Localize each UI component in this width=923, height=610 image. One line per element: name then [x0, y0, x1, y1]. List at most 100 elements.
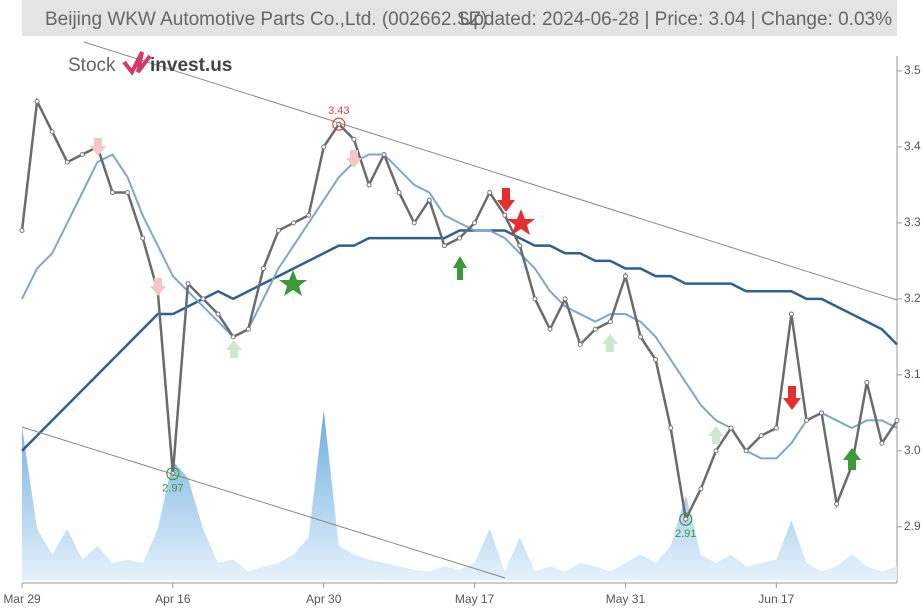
logo-mark [122, 51, 152, 76]
y-tick-label: 3.2 [904, 291, 921, 305]
trend-line [83, 41, 898, 301]
price-point [834, 501, 840, 507]
series-line [21, 229, 898, 452]
plot: 2.9 3.0 3.1 3.2 3.3 3.4 3.5 Mar 29 Apr 16 Apr 30 M… [3, 56, 921, 606]
price-point [441, 243, 447, 249]
price-point [215, 311, 221, 317]
buy-arrow-faded [226, 340, 242, 358]
high-label: 3.43 [328, 105, 349, 117]
price-point [140, 235, 146, 241]
price-point [366, 182, 372, 188]
x-tick-label: Jun 17 [758, 592, 794, 606]
buy-arrow-faded [602, 334, 618, 352]
y-tick-label: 3.3 [904, 215, 921, 229]
price-point [64, 159, 70, 165]
price-point [713, 448, 719, 454]
price-point [245, 326, 251, 332]
price-point [426, 197, 432, 203]
x-tick-label: Apr 30 [306, 592, 342, 606]
y-tick-label: 3.0 [904, 443, 921, 457]
price-point [487, 190, 493, 196]
price-point [607, 319, 613, 325]
price-point [788, 311, 794, 317]
price-point [879, 440, 885, 446]
point-labels: 3.43 2.97 2.91 [162, 105, 696, 540]
chart-title: Beijing WKW Automotive Parts Co.,Ltd. (0… [45, 9, 487, 30]
sell-arrow [497, 188, 515, 212]
x-tick-label: Mar 29 [3, 592, 41, 606]
price-point [803, 417, 809, 423]
price-point [592, 326, 598, 332]
x-tick-label: Apr 16 [155, 592, 191, 606]
extreme-marker [166, 467, 180, 481]
price-point [472, 220, 478, 226]
title-bar [22, 0, 897, 36]
price-point [79, 152, 85, 158]
price-point [819, 410, 825, 416]
buy-arrow-faded [708, 426, 724, 444]
price-point [683, 516, 689, 522]
price-point [49, 129, 55, 135]
buy-arrow [843, 448, 861, 470]
series-line [21, 153, 898, 460]
price-point [457, 235, 462, 241]
y-tick-label: 3.5 [904, 63, 921, 77]
price-point [200, 296, 206, 302]
price-point [185, 281, 191, 287]
extreme-marker [332, 117, 346, 131]
price-point [622, 273, 628, 279]
price-point [230, 334, 236, 340]
price-point [321, 144, 327, 150]
price-point [532, 296, 538, 302]
price-point [517, 243, 523, 249]
price-point [728, 425, 734, 431]
price-point [668, 425, 674, 431]
y-tick-label: 2.9 [904, 519, 921, 533]
y-tick-label: 3.1 [904, 367, 921, 381]
extreme-marker [679, 512, 693, 526]
price-point [773, 425, 779, 431]
price-point [743, 448, 749, 454]
price-point [275, 227, 281, 233]
sell-arrow-faded [150, 278, 166, 296]
sell-arrow-faded [90, 138, 106, 156]
signals [90, 138, 861, 470]
x-tick-label: May 17 [455, 592, 495, 606]
buy-star [279, 270, 307, 296]
logo-text: Stock [68, 55, 116, 76]
logo-text: invest.us [150, 55, 232, 76]
price-point [19, 227, 25, 233]
price-point [894, 417, 900, 423]
price-point [653, 357, 659, 363]
chart-subtitle: Updated: 2024-06-28 | Price: 3.04 | Chan… [460, 9, 892, 30]
volume-area [22, 410, 897, 580]
buy-arrow [453, 256, 467, 280]
price-point [260, 265, 266, 271]
price-point [577, 341, 583, 347]
price-point [306, 212, 312, 218]
sell-star [507, 209, 535, 235]
low-label: 2.97 [162, 483, 183, 495]
price-point [411, 220, 417, 226]
price-point [34, 98, 40, 104]
price-point [638, 334, 644, 340]
price-point [502, 212, 508, 218]
price-point [547, 326, 553, 332]
logo: Stock invest.us [68, 51, 232, 76]
sell-arrow-faded [346, 150, 362, 168]
price-point [291, 220, 297, 226]
price-point [381, 152, 387, 158]
series-line [20, 97, 899, 524]
price-point [562, 296, 568, 302]
price-point [351, 136, 357, 142]
price-point [125, 190, 131, 196]
price-point [110, 190, 116, 196]
price-point [758, 433, 764, 439]
price-point [864, 379, 870, 385]
sell-arrow [783, 386, 801, 410]
price-point [396, 190, 402, 196]
price-point [698, 486, 704, 492]
trend-line [21, 426, 506, 579]
low-label: 2.91 [675, 528, 696, 540]
